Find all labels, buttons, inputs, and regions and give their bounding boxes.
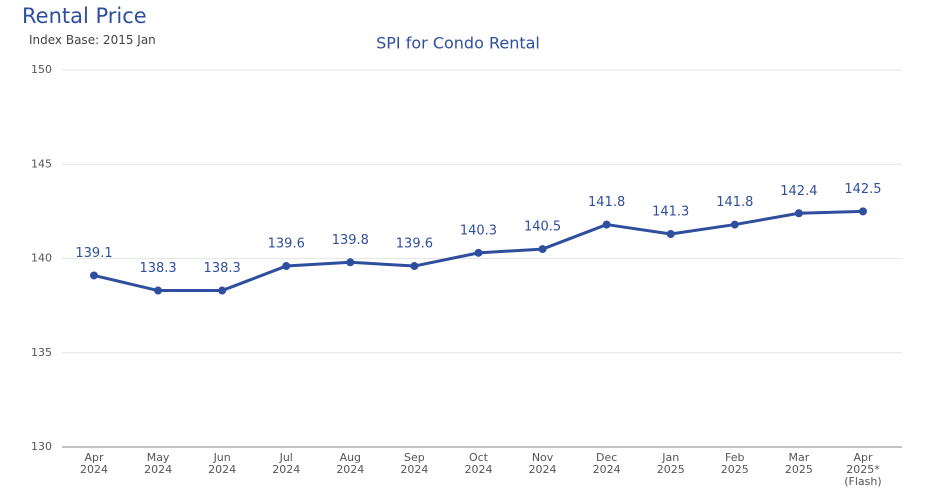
x-tick-label: Oct 2024	[464, 451, 493, 476]
point	[346, 258, 355, 267]
point	[218, 286, 227, 295]
point	[90, 271, 98, 280]
x-tick-label: Jun 2024	[208, 451, 237, 476]
data-label: 141.3	[652, 204, 689, 219]
x-tick-label: Apr 2025* (Flash)	[844, 451, 882, 488]
data-label: 139.6	[396, 237, 433, 252]
point	[410, 262, 419, 271]
x-tick-label: Aug 2024	[336, 451, 365, 476]
point	[730, 220, 739, 229]
data-label: 139.8	[332, 233, 369, 248]
x-tick-label: Sep 2024	[400, 451, 429, 476]
point	[282, 262, 291, 271]
y-tick-label: 135	[31, 346, 52, 359]
x-tick-label: Jul 2024	[272, 451, 301, 476]
y-tick-label: 140	[31, 252, 52, 265]
data-label: 140.3	[460, 223, 497, 238]
x-tick-label: Apr 2024	[80, 451, 108, 476]
data-label: 138.3	[139, 261, 176, 276]
data-label: 141.8	[716, 195, 753, 210]
point	[474, 248, 483, 257]
x-tick-label: Jan 2025	[656, 451, 685, 476]
x-tick-label: Mar 2025	[784, 451, 813, 476]
chart-title: SPI for Condo Rental	[376, 34, 540, 53]
point	[858, 207, 867, 216]
x-tick-label: Feb 2025	[720, 451, 749, 476]
point	[666, 229, 675, 238]
data-label: 140.5	[524, 220, 561, 235]
point	[602, 220, 611, 229]
point	[794, 209, 803, 218]
y-tick-label: 130	[31, 440, 52, 453]
data-label: 141.8	[588, 195, 625, 210]
x-tick-label: Dec 2024	[592, 451, 621, 476]
page-subtitle: Index Base: 2015 Jan	[29, 33, 156, 47]
page-title: Rental Price	[22, 4, 147, 28]
x-tick-label: May 2024	[144, 451, 173, 476]
point	[154, 286, 163, 295]
point	[538, 245, 547, 254]
y-tick-label: 150	[31, 63, 52, 76]
y-tick-label: 145	[31, 157, 52, 170]
data-label: 139.6	[268, 237, 305, 252]
data-label: 142.5	[844, 182, 881, 197]
x-tick-label: Nov 2024	[528, 451, 557, 476]
data-label: 142.4	[780, 184, 817, 199]
data-label: 139.1	[75, 246, 112, 261]
data-label: 138.3	[204, 261, 241, 276]
